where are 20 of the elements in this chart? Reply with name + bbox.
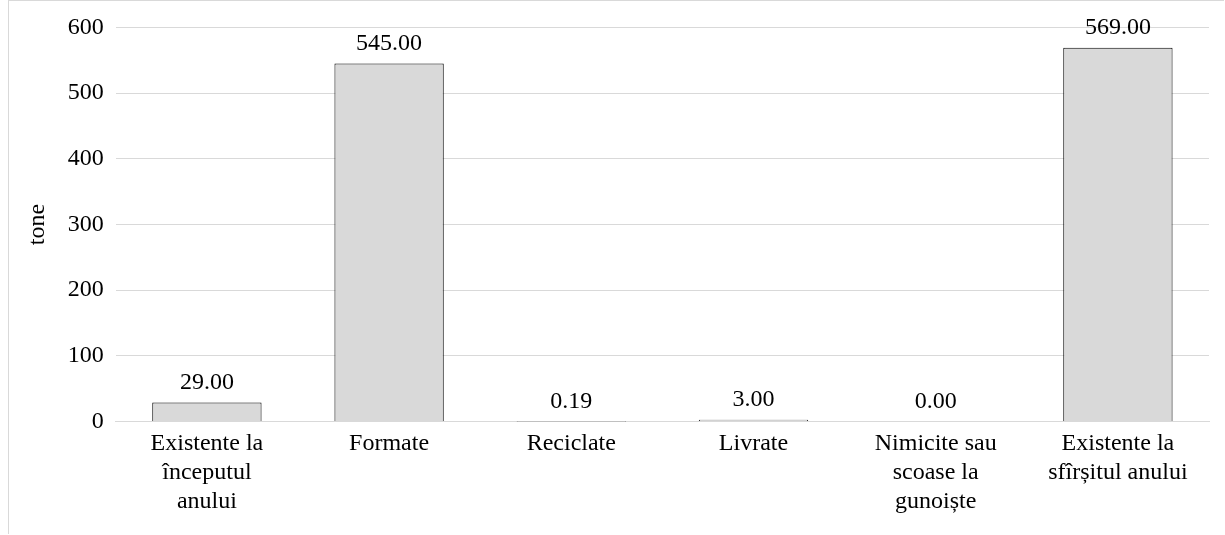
x-tick-label: Livrate (718, 429, 789, 456)
y-axis-title: tone (22, 203, 49, 246)
x-tick-label: Existente la începutul anului (150, 429, 264, 513)
y-tick-label: 200 (67, 275, 104, 302)
data-label: 545.00 (356, 28, 423, 55)
y-tick-label: 100 (67, 341, 104, 368)
data-label: 0.00 (914, 386, 957, 413)
x-tick-label: Formate (349, 429, 430, 456)
y-tick-label: 400 (67, 144, 104, 171)
y-tick-label: 500 (67, 78, 104, 105)
data-label: 569.00 (1084, 13, 1151, 40)
x-tick-label: Nimicite sau scoase la gunoiște (874, 429, 997, 513)
data-label: 3.00 (732, 384, 775, 411)
y-tick-label: 600 (67, 12, 104, 39)
data-label: 0.19 (550, 386, 593, 413)
y-tick-label: 0 (91, 406, 104, 433)
x-tick-label: Existente la sfîrșitul anului (1048, 429, 1188, 485)
data-label: 29.00 (179, 367, 234, 394)
y-tick-label: 300 (67, 209, 104, 236)
x-tick-label: Reciclate (526, 429, 616, 456)
